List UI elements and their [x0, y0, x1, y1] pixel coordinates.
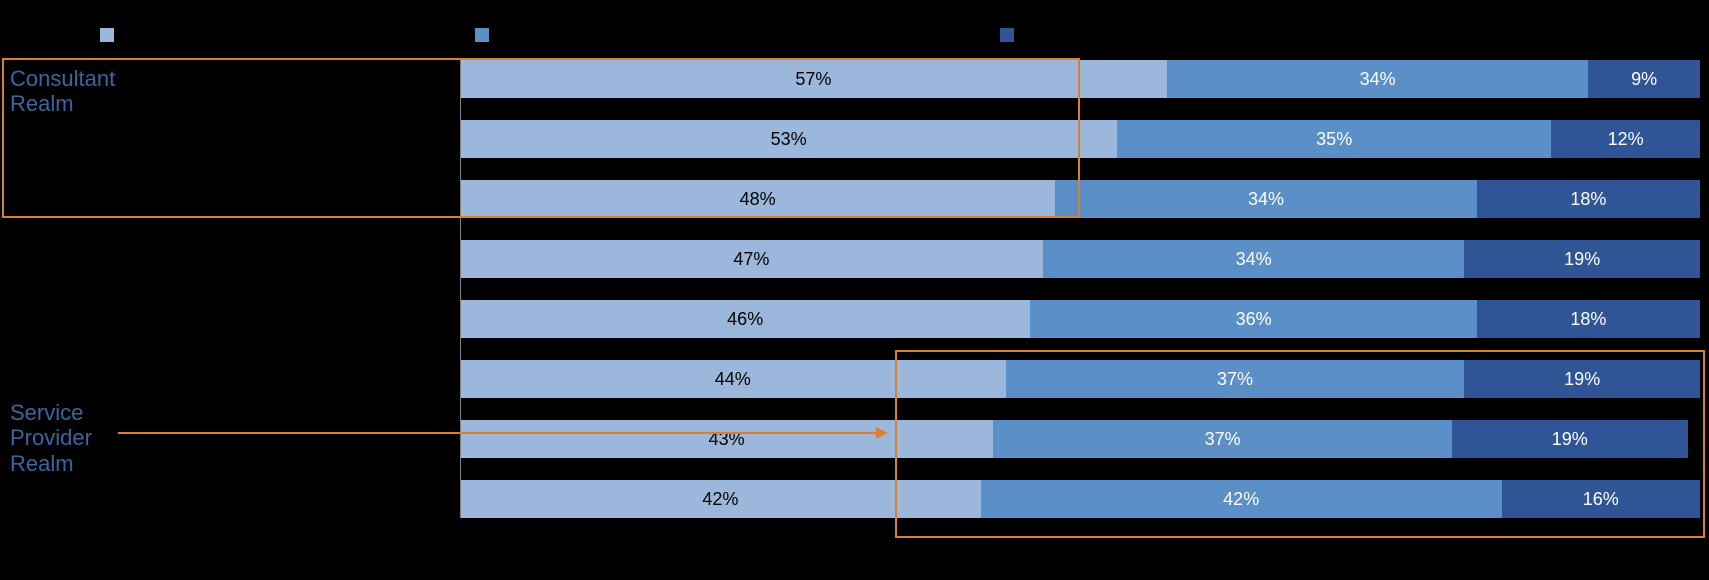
bar-track: 48%34%18%: [460, 180, 1700, 218]
callout-text: Realm: [10, 91, 74, 116]
legend-item-1: [100, 28, 122, 42]
bar-row: 42%42%16%: [0, 480, 1709, 518]
bar-track: 46%36%18%: [460, 300, 1700, 338]
bar-segment-dark: 19%: [1452, 420, 1688, 458]
bar-track: 57%34%9%: [460, 60, 1700, 98]
bar-segment-light: 53%: [460, 120, 1117, 158]
callout-text: Service: [10, 400, 83, 425]
bar-track: 44%37%19%: [460, 360, 1700, 398]
bar-segment-mid: 42%: [981, 480, 1502, 518]
bar-segment-light: 42%: [460, 480, 981, 518]
bar-segment-dark: 12%: [1551, 120, 1700, 158]
stacked-bar-chart: 57%34%9%53%35%12%48%34%18%47%34%19%46%36…: [0, 60, 1709, 518]
bar-segment-light: 48%: [460, 180, 1055, 218]
callout-text: Consultant: [10, 66, 115, 91]
bar-segment-mid: 35%: [1117, 120, 1551, 158]
bar-segment-light: 57%: [460, 60, 1167, 98]
arrow-line: [118, 432, 878, 434]
bar-segment-light: 43%: [460, 420, 993, 458]
bar-row: 43%37%19%: [0, 420, 1709, 458]
callout-text: Provider: [10, 425, 92, 450]
bar-row: 53%35%12%: [0, 120, 1709, 158]
bar-segment-light: 47%: [460, 240, 1043, 278]
bar-row: 44%37%19%: [0, 360, 1709, 398]
legend-swatch-light: [100, 28, 114, 42]
legend-swatch-mid: [475, 28, 489, 42]
bar-track: 42%42%16%: [460, 480, 1700, 518]
bar-row: 47%34%19%: [0, 240, 1709, 278]
arrow-head-icon: [876, 427, 888, 439]
bar-segment-dark: 9%: [1588, 60, 1700, 98]
bar-segment-dark: 16%: [1502, 480, 1700, 518]
callout-text: Realm: [10, 451, 74, 476]
bar-segment-mid: 34%: [1055, 180, 1477, 218]
bar-segment-dark: 19%: [1464, 360, 1700, 398]
bar-segment-light: 44%: [460, 360, 1006, 398]
bar-row: 46%36%18%: [0, 300, 1709, 338]
chart-legend: [0, 28, 1709, 48]
legend-item-3: [1000, 28, 1022, 42]
callout-service-provider-realm: Service Provider Realm: [10, 400, 92, 476]
bar-segment-dark: 19%: [1464, 240, 1700, 278]
bar-track: 47%34%19%: [460, 240, 1700, 278]
bar-segment-mid: 34%: [1167, 60, 1589, 98]
bar-segment-mid: 37%: [1006, 360, 1465, 398]
bar-segment-mid: 34%: [1043, 240, 1465, 278]
bar-row: 57%34%9%: [0, 60, 1709, 98]
bar-segment-mid: 37%: [993, 420, 1452, 458]
bar-segment-mid: 36%: [1030, 300, 1476, 338]
bar-segment-dark: 18%: [1477, 180, 1700, 218]
axis-line: [460, 60, 461, 518]
bar-segment-light: 46%: [460, 300, 1030, 338]
legend-swatch-dark: [1000, 28, 1014, 42]
bar-track: 53%35%12%: [460, 120, 1700, 158]
bar-row: 48%34%18%: [0, 180, 1709, 218]
callout-consultant-realm: Consultant Realm: [10, 66, 115, 117]
bar-segment-dark: 18%: [1477, 300, 1700, 338]
bar-track: 43%37%19%: [460, 420, 1700, 458]
legend-item-2: [475, 28, 497, 42]
